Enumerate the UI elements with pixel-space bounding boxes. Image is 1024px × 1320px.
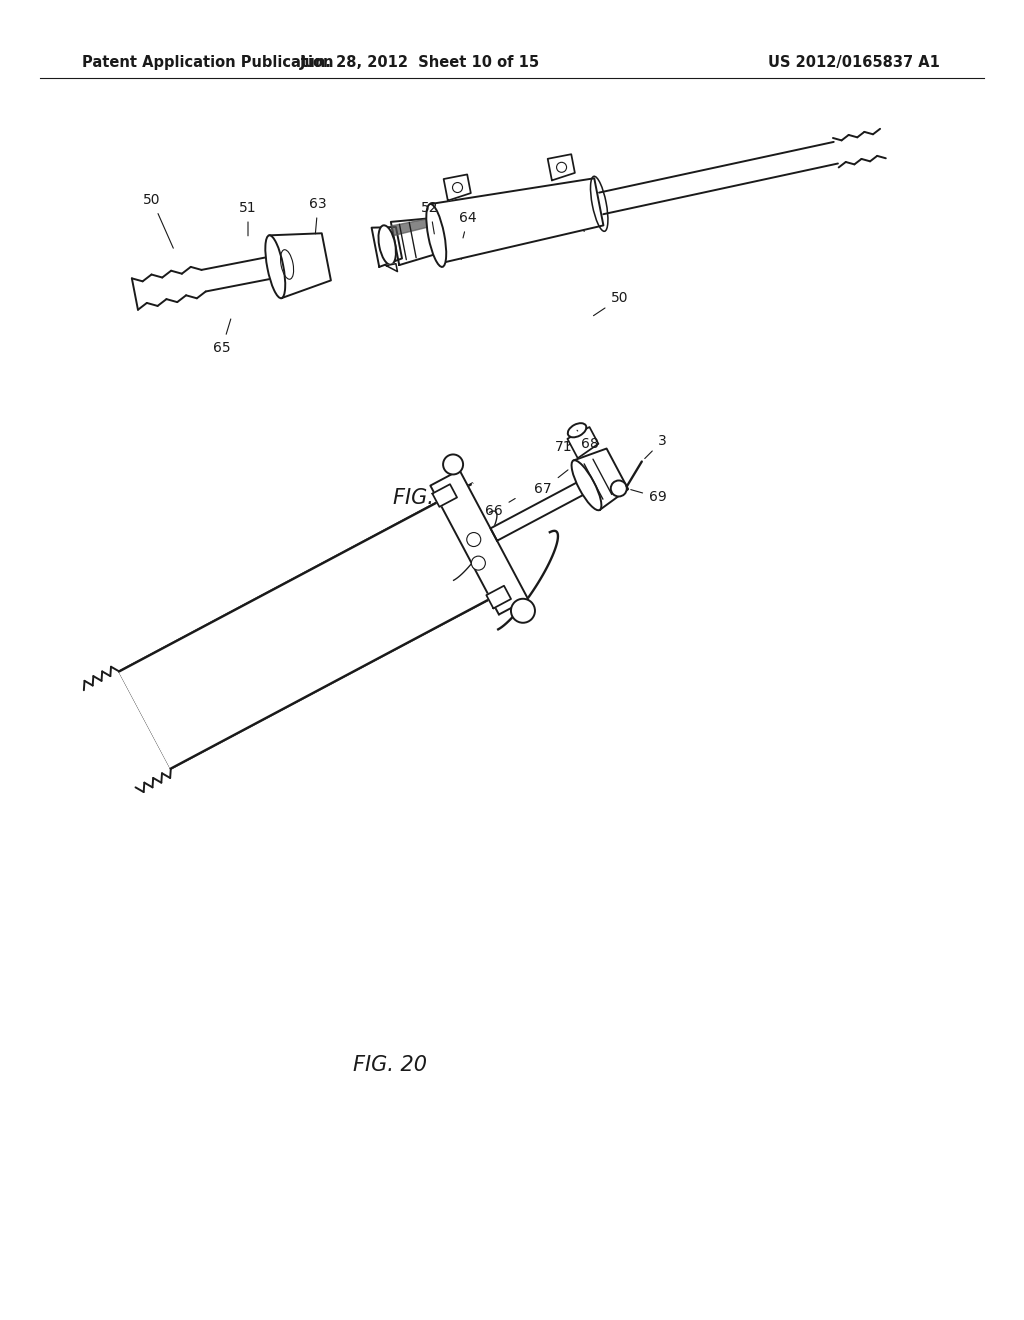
- Ellipse shape: [471, 556, 485, 570]
- Polygon shape: [372, 227, 402, 267]
- Text: 50: 50: [143, 193, 173, 248]
- Ellipse shape: [511, 599, 535, 623]
- Text: 51: 51: [240, 201, 257, 236]
- Text: 66: 66: [485, 499, 515, 519]
- Text: 67: 67: [535, 470, 568, 496]
- Polygon shape: [486, 586, 511, 609]
- Polygon shape: [386, 264, 397, 272]
- Polygon shape: [391, 218, 432, 236]
- Ellipse shape: [467, 532, 480, 546]
- Ellipse shape: [571, 461, 601, 511]
- Polygon shape: [269, 234, 331, 298]
- Text: FIG. 20: FIG. 20: [353, 1055, 427, 1074]
- Text: 68: 68: [578, 430, 599, 451]
- Text: 63: 63: [309, 197, 327, 234]
- Text: 3: 3: [645, 434, 667, 458]
- Ellipse shape: [610, 480, 627, 496]
- Polygon shape: [119, 483, 524, 768]
- Polygon shape: [548, 154, 574, 181]
- Polygon shape: [567, 428, 598, 458]
- Polygon shape: [443, 174, 471, 201]
- Polygon shape: [490, 479, 590, 541]
- Text: Patent Application Publication: Patent Application Publication: [82, 54, 334, 70]
- Text: Jun. 28, 2012  Sheet 10 of 15: Jun. 28, 2012 Sheet 10 of 15: [300, 54, 540, 70]
- Ellipse shape: [426, 205, 446, 267]
- Text: 71: 71: [555, 441, 572, 454]
- Polygon shape: [472, 483, 558, 630]
- Ellipse shape: [265, 235, 286, 298]
- Text: 50: 50: [594, 290, 629, 315]
- Polygon shape: [573, 449, 628, 510]
- Ellipse shape: [567, 424, 587, 437]
- Ellipse shape: [443, 454, 463, 474]
- Polygon shape: [432, 484, 457, 507]
- Ellipse shape: [379, 226, 396, 265]
- Text: 65: 65: [213, 319, 230, 355]
- Polygon shape: [430, 178, 603, 263]
- Text: 69: 69: [631, 490, 667, 504]
- Text: 52: 52: [421, 201, 438, 234]
- Polygon shape: [430, 470, 528, 615]
- Text: FIG. 19: FIG. 19: [393, 488, 467, 508]
- Text: US 2012/0165837 A1: US 2012/0165837 A1: [768, 54, 940, 70]
- Text: 64: 64: [459, 211, 477, 238]
- Polygon shape: [391, 218, 437, 265]
